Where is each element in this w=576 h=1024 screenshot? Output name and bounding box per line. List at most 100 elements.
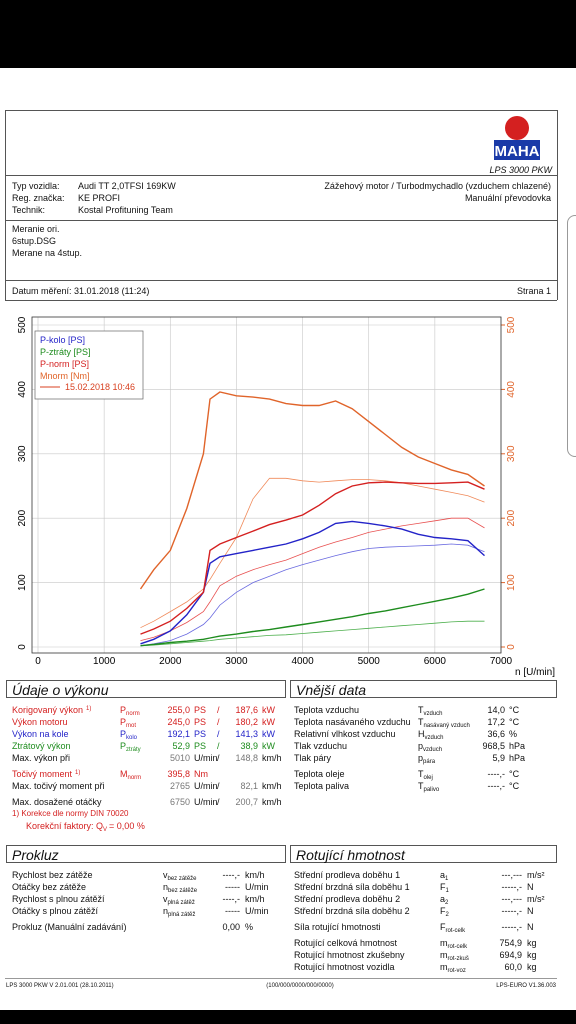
row-unit: °C [509, 717, 520, 727]
row-unit: hPa [509, 753, 526, 763]
row-unit: m/s² [527, 894, 545, 904]
label-text: Výkon motoru [12, 717, 68, 727]
row-value2: 38,9 [240, 741, 258, 751]
label-text: Max. točivý moment při [12, 781, 105, 791]
row-unit2: km/h [262, 797, 282, 807]
row-sep: / [217, 729, 220, 739]
row-unit: km/h [245, 894, 265, 904]
status-bar [0, 0, 576, 68]
logo: MAHA [494, 116, 540, 160]
legend-entry: P-norm [PS] [40, 359, 89, 369]
x-tick-label: 1000 [93, 656, 116, 667]
row-label: Výkon motoru [12, 716, 68, 728]
series-line [140, 588, 485, 647]
row-label: Otáčky bez zátěže [12, 881, 86, 893]
x-tick-label: 0 [35, 656, 41, 667]
logo-badge [505, 116, 529, 140]
footer-left: LPS 3000 PKW V 2.01.001 (28.10.2011) [6, 983, 114, 989]
row-unit: N [527, 922, 534, 932]
row-sep: / [217, 753, 220, 763]
legend-entry: P-kolo [PS] [40, 335, 85, 345]
row-value: 0,00 [222, 922, 240, 932]
plot-frame [31, 316, 502, 654]
row-unit: N [527, 882, 534, 892]
legend-entry: P-ztráty [PS] [40, 347, 91, 357]
symbol-base: a [440, 870, 446, 880]
row-sep: / [217, 717, 220, 727]
row-value2: 148,8 [235, 753, 258, 763]
row-value: ---,--- [501, 894, 522, 904]
y2-tick-label: 0 [506, 644, 517, 650]
symbol: a2 [440, 893, 448, 906]
symbol-base: F [440, 882, 446, 892]
row-unit2: kW [262, 741, 275, 751]
x-tick-label: 2000 [159, 656, 182, 667]
label-text: Otáčky bez zátěže [12, 882, 87, 892]
label-text: Ztrátový výkon [12, 741, 71, 751]
row-label: Korigovaný výkon 1) [12, 704, 91, 716]
row-unit: kg [527, 962, 537, 972]
symbol-base: T [418, 781, 424, 791]
row-value: ---,--- [501, 870, 522, 880]
symbol: Tolej [418, 768, 433, 781]
section-title: Vnější data [290, 680, 557, 698]
series-line [139, 391, 485, 590]
symbol: pvzduch [418, 740, 442, 753]
symbol: Pnorm [120, 704, 140, 717]
footnote-ref: 1) [86, 706, 92, 712]
series-line [140, 481, 485, 635]
row-value: -----,- [501, 922, 522, 932]
row-value1: 245,0 [167, 717, 190, 727]
label-text: Střední prodleva doběhu 1 [294, 870, 401, 880]
row-unit1: U/min [194, 797, 218, 807]
symbol-base: m [440, 938, 448, 948]
row-value2: 180,2 [235, 717, 258, 727]
row-unit: N [527, 906, 534, 916]
field-value: Kostal Profituning Team [78, 205, 173, 215]
symbol: Pztráty [120, 740, 141, 753]
footnote: 1) Korekce dle normy DIN 70020 [12, 809, 129, 818]
label-text: Rychlost s plnou zátěží [12, 894, 105, 904]
row-unit: °C [509, 705, 520, 715]
comparison-line [140, 543, 485, 647]
symbol: F1 [440, 881, 449, 894]
symbol-sub: rot-voz [447, 968, 466, 974]
logo-text: MAHA [495, 143, 540, 160]
row-value: 17,2 [487, 717, 505, 727]
symbol-sub: palivo [423, 787, 440, 793]
row-value: ----,- [487, 781, 506, 791]
symbol: Frot-celk [440, 921, 465, 934]
symbol-base: F [440, 922, 446, 932]
row-value1: 5010 [169, 753, 190, 763]
symbol-sub: nasávaný vzduch [423, 723, 470, 729]
symbol-sub: 1 [445, 888, 449, 894]
symbol: vplná zátěž [163, 893, 195, 906]
row-label: Tlak vzduchu [294, 740, 347, 752]
rule [5, 300, 557, 301]
symbol: nplná zátěž [163, 905, 195, 918]
row-value: 694,9 [499, 950, 522, 960]
row-label: Síla rotující hmotnosti [294, 921, 381, 933]
y-tick-label: 400 [17, 381, 28, 398]
row-unit: U/min [245, 906, 269, 916]
symbol-sub: pára [423, 759, 436, 765]
row-value2: 141,3 [235, 729, 258, 739]
section-title: Údaje o výkonu [6, 680, 286, 698]
x-axis-label: n [U/min] [515, 667, 555, 677]
symbol: a1 [440, 869, 448, 882]
section-title: Rotující hmotnost [290, 845, 557, 863]
symbol-sub: vzduch [423, 711, 443, 717]
comparison-line [140, 477, 485, 629]
rule [5, 175, 557, 176]
row-value: ----,- [487, 769, 506, 779]
logo-box [494, 140, 540, 160]
label-text: Otáčky s plnou zátěží [12, 906, 99, 916]
row-value: ----- [225, 906, 240, 916]
nav-bar [0, 1010, 576, 1024]
product-name: LPS 3000 PKW [489, 165, 552, 175]
row-value: 5,9 [492, 753, 505, 763]
footnote-ref: 1) [75, 770, 81, 776]
symbol: F2 [440, 905, 449, 918]
row-unit: °C [509, 781, 520, 791]
row-value: ----,- [222, 870, 241, 880]
